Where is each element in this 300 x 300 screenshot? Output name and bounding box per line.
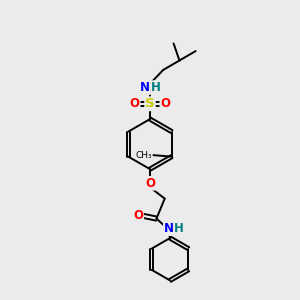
Text: H: H: [174, 222, 184, 235]
Text: O: O: [133, 208, 143, 222]
Text: H: H: [151, 81, 161, 94]
Text: O: O: [130, 97, 140, 110]
Text: O: O: [145, 177, 155, 190]
Text: N: N: [164, 222, 174, 235]
Text: O: O: [160, 97, 170, 110]
Text: N: N: [140, 81, 150, 94]
Text: CH₃: CH₃: [136, 151, 152, 160]
Text: S: S: [145, 97, 155, 110]
